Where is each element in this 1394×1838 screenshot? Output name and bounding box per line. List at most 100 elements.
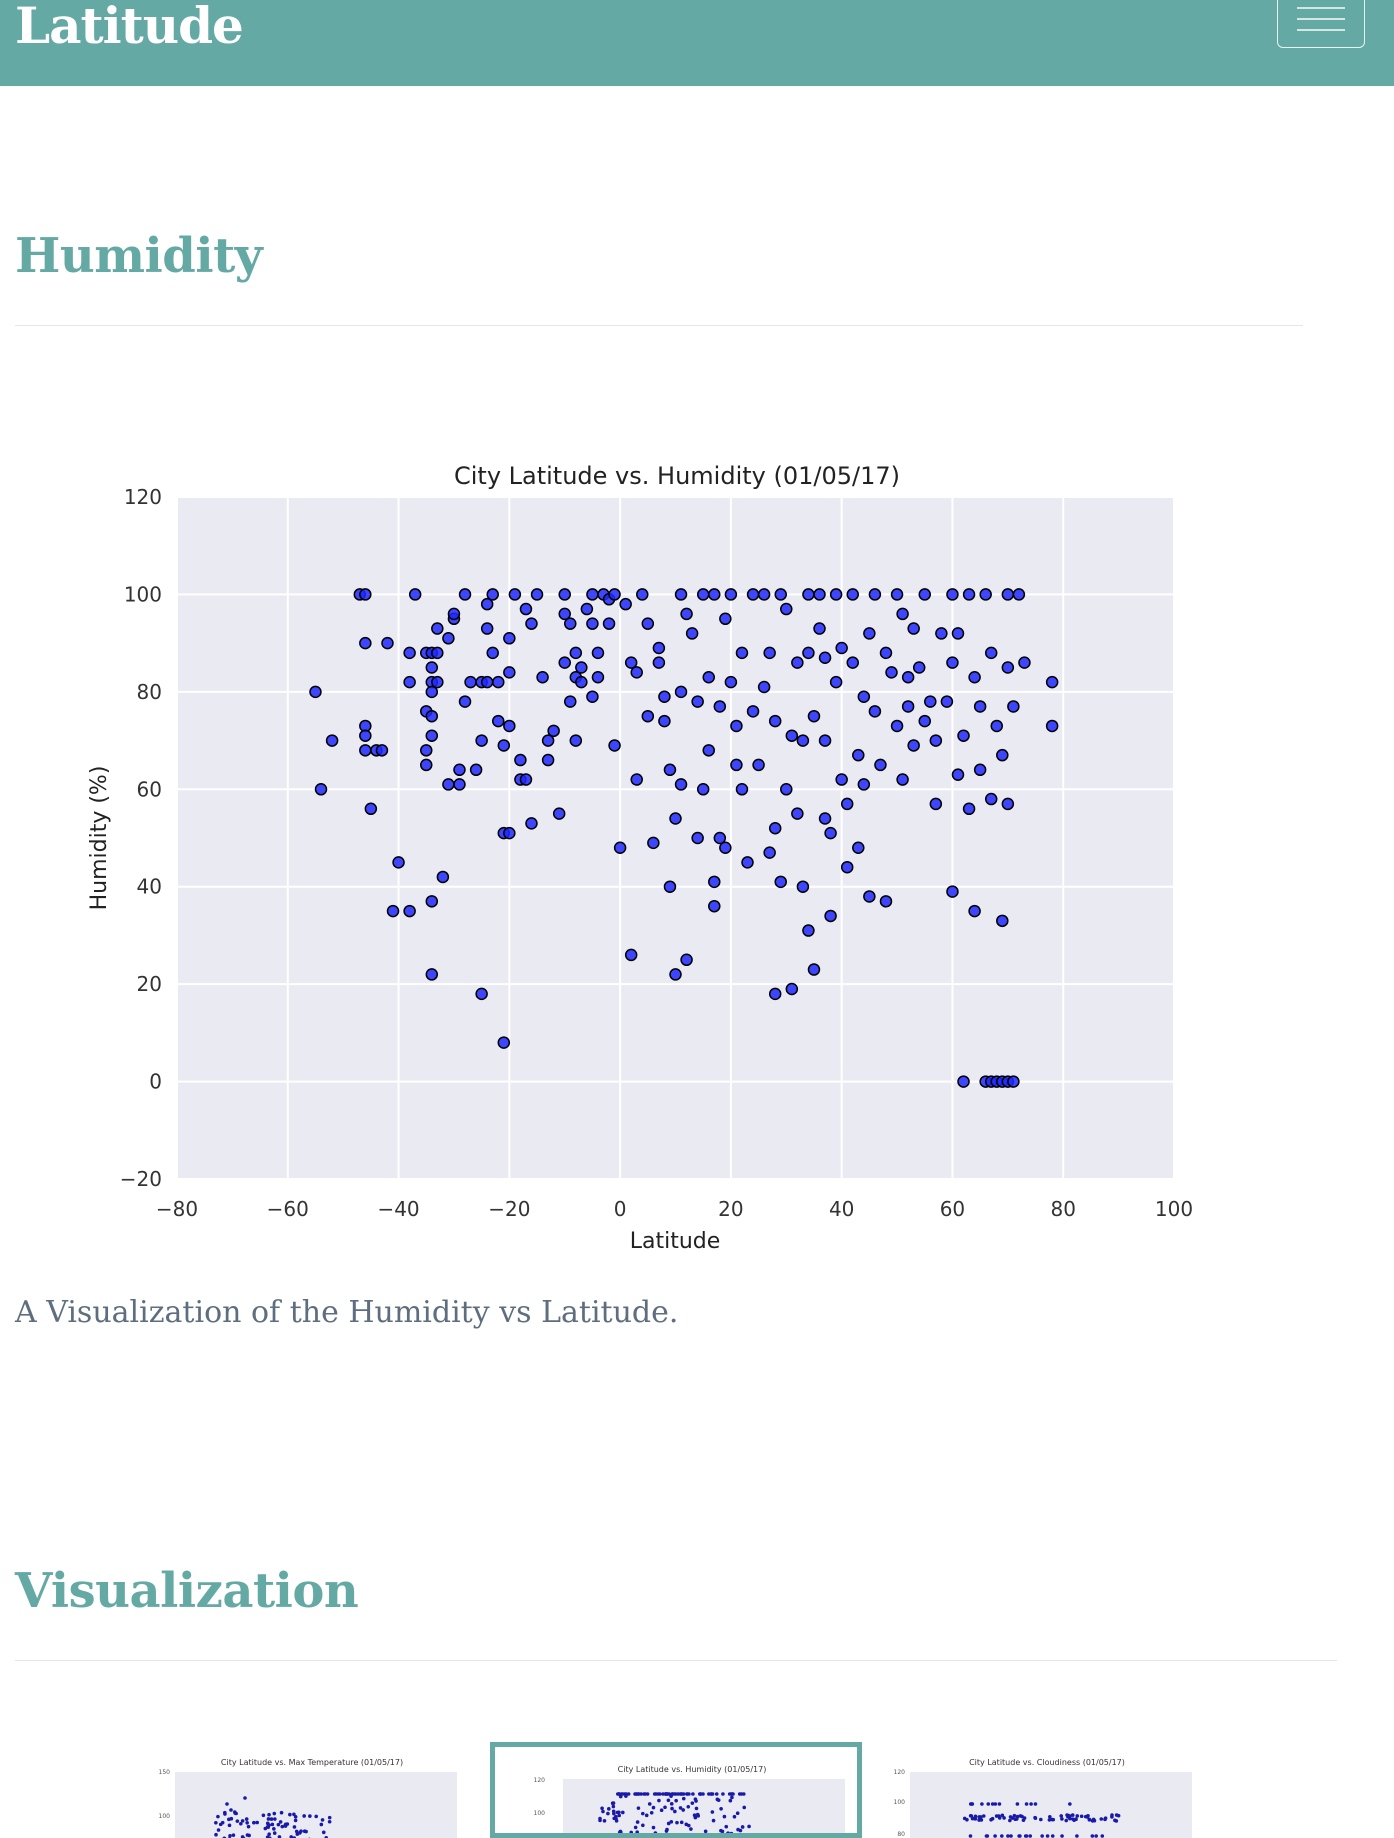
thumbnail-point (279, 1810, 284, 1815)
thumbnail-point (245, 1820, 249, 1825)
thumbnail-point (1008, 1818, 1012, 1823)
thumbnail-point (229, 1816, 234, 1821)
thumbnail-point (617, 1813, 622, 1818)
data-point (935, 627, 948, 640)
thumbnail-point (600, 1806, 604, 1811)
thumbnail-point (320, 1818, 325, 1822)
data-point (1001, 797, 1015, 811)
thumbnail-point (732, 1814, 737, 1819)
thumbnail-point (617, 1792, 621, 1796)
thumbnail-point (698, 1792, 703, 1796)
data-point (641, 709, 655, 723)
data-point (652, 656, 666, 669)
thumbnail-point (228, 1833, 232, 1838)
thumbnail-point (611, 1804, 616, 1809)
thumbnail-point (327, 1815, 332, 1820)
thumbnail-point (693, 1797, 698, 1801)
thumbnail-y-tick: 100 (894, 1799, 906, 1806)
data-point (1018, 656, 1031, 669)
data-point (951, 627, 965, 640)
thumbnail-point (1103, 1817, 1107, 1822)
hamburger-menu-icon[interactable] (1277, 0, 1365, 48)
thumbnail-point (696, 1814, 701, 1818)
thumbnail-point (636, 1806, 641, 1810)
data-point (613, 841, 627, 854)
navbar-brand[interactable]: Latitude (15, 0, 244, 55)
data-point (674, 778, 688, 791)
thumbnail-humidity-active[interactable]: City Latitude vs. Humidity (01/05/17) 12… (490, 1742, 862, 1838)
data-point (525, 817, 538, 830)
thumbnail-point (265, 1821, 270, 1826)
thumbnail-point (1092, 1818, 1097, 1823)
data-point (824, 909, 837, 923)
thumbnail-point (968, 1834, 973, 1838)
data-point (364, 802, 378, 816)
thumbnail-point (214, 1820, 218, 1825)
data-point (314, 783, 328, 796)
data-point (359, 729, 372, 742)
thumbnail-point (272, 1827, 276, 1831)
data-point (669, 968, 682, 981)
data-point (469, 763, 483, 777)
data-point (896, 607, 909, 621)
data-point (425, 968, 439, 981)
data-point (730, 758, 743, 772)
data-point (425, 685, 439, 699)
thumbnail-point (997, 1802, 1002, 1806)
section-divider (15, 1660, 1337, 1661)
thumbnail-max-temperature[interactable]: City Latitude vs. Max Temperature (01/05… (155, 1752, 467, 1838)
thumbnail-point (625, 1834, 629, 1838)
thumbnail-point (701, 1792, 705, 1796)
thumbnail-point (658, 1834, 662, 1838)
thumbnail-point (748, 1834, 752, 1838)
data-point (431, 675, 444, 689)
data-point (929, 797, 943, 811)
thumbnail-point (1094, 1834, 1098, 1838)
data-point (486, 588, 499, 601)
data-point (680, 607, 693, 621)
thumbnail-point (294, 1829, 299, 1834)
thumbnail-point (276, 1822, 281, 1827)
data-point (663, 763, 677, 777)
data-point (863, 627, 876, 640)
data-point (569, 646, 583, 660)
data-point (425, 709, 439, 723)
data-point (514, 753, 527, 767)
data-point (309, 685, 322, 699)
thumbnail-point (1060, 1817, 1064, 1821)
data-point (757, 680, 771, 694)
data-point (818, 812, 832, 825)
hamburger-line (1297, 7, 1345, 9)
data-point (1001, 588, 1015, 601)
y-tick-label: 120 (124, 485, 162, 509)
thumbnail-point (635, 1820, 640, 1824)
thumbnail-point (1074, 1817, 1078, 1822)
data-point (442, 778, 455, 791)
thumbnail-point (246, 1824, 251, 1829)
thumbnail-point (272, 1831, 277, 1835)
data-points (309, 588, 1059, 1088)
thumbnail-cloudiness[interactable]: City Latitude vs. Cloudiness (01/05/17) … (890, 1752, 1202, 1838)
thumbnail-point (314, 1814, 318, 1819)
thumbnail-point (1018, 1814, 1023, 1818)
thumbnail-point (255, 1820, 260, 1825)
thumbnail-y-tick: 150 (159, 1769, 171, 1776)
thumbnail-point (1029, 1802, 1033, 1806)
data-point (503, 826, 516, 840)
thumbnail-point (621, 1792, 625, 1796)
data-point (813, 588, 826, 601)
data-point (547, 724, 560, 738)
data-point (996, 914, 1009, 928)
thumbnail-point (666, 1821, 671, 1826)
data-point (431, 622, 444, 635)
data-point (519, 773, 533, 786)
thumbnail-point (990, 1816, 995, 1821)
data-point (608, 588, 621, 601)
data-point (1007, 700, 1020, 713)
data-point (408, 588, 422, 601)
data-point (458, 695, 472, 708)
thumbnail-point (1009, 1834, 1013, 1838)
data-point (503, 719, 516, 733)
data-point (868, 588, 882, 601)
thumbnail-point (601, 1809, 605, 1814)
